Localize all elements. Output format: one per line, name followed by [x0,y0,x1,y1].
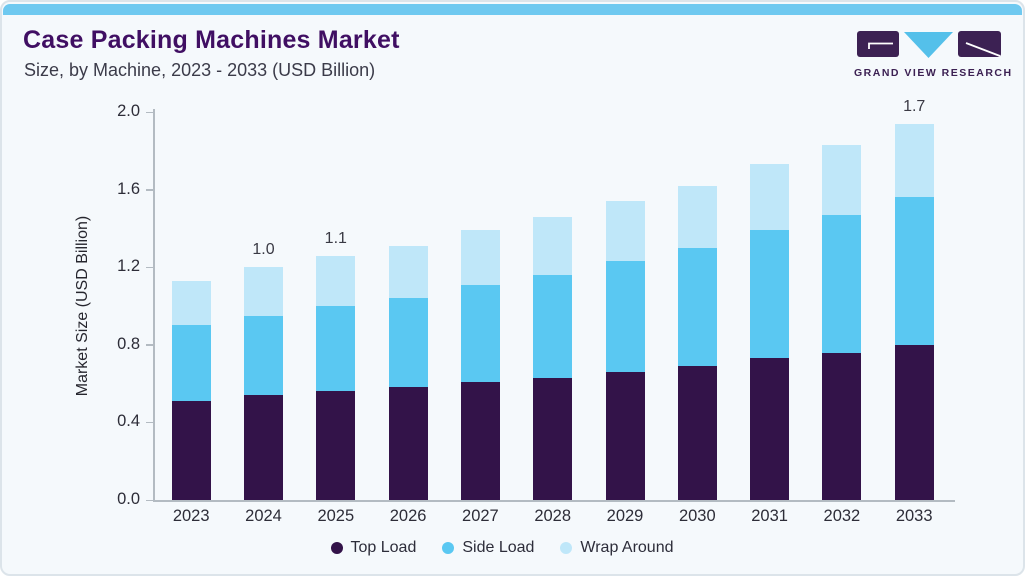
bar-2032 [822,144,862,500]
bar-2028 [533,216,573,500]
bar-segment-wrap-around [677,185,717,248]
bar-segment-top-load [750,358,790,500]
y-tick-label: 0.0 [117,490,140,508]
bar-segment-side-load [244,315,283,396]
bar-2024 [244,267,283,500]
y-tick-mark [146,111,154,113]
legend-label: Wrap Around [580,539,674,556]
x-tick-label: 2031 [751,507,788,525]
bar-segment-wrap-around [244,267,283,316]
bar-segment-top-load [822,352,862,500]
y-axis-line [153,109,155,500]
y-tick-mark [146,344,154,346]
bar-segment-side-load [822,214,862,353]
x-tick-label: 2032 [823,507,861,525]
bar-segment-top-load [388,387,428,500]
logo-caption: GRAND VIEW RESEARCH [854,67,1013,79]
bar-segment-side-load [460,284,500,382]
gvr-logo-icon [857,31,1001,58]
bar-segment-side-load [894,197,934,345]
bar-segment-wrap-around [605,201,645,262]
y-tick-mark [146,421,154,424]
bar-segment-wrap-around [316,255,356,306]
page-subtitle: Size, by Machine, 2023 - 2033 (USD Billi… [24,60,376,80]
x-tick-label: 2023 [172,507,210,525]
x-tick-label: 2027 [462,507,499,525]
bar-segment-wrap-around [460,230,500,285]
bar-segment-side-load [388,298,428,388]
legend-swatch-icon [560,542,573,554]
page-title: Case Packing Machines Market [23,26,400,54]
x-tick-label: 2026 [389,507,427,525]
bar-2025 [316,255,356,500]
bar-segment-top-load [533,377,573,500]
x-tick-label: 2028 [534,507,572,525]
bar-segment-wrap-around [894,123,934,198]
y-tick-mark [146,266,154,269]
y-tick-label: 0.4 [117,412,140,431]
legend-item-top-load: Top Load [330,539,417,557]
bar-2027 [460,230,500,500]
bar-segment-side-load [677,247,717,367]
x-axis-line [153,500,955,502]
bar-segment-wrap-around [750,164,790,231]
y-tick-label: 1.6 [117,179,140,198]
bar-2023 [171,280,211,500]
x-tick-label: 2029 [606,507,644,525]
y-tick-mark [146,499,154,501]
bar-segment-top-load [316,391,356,500]
bar-segment-top-load [171,401,211,500]
bar-segment-top-load [244,395,283,500]
bar-value-label: 1.7 [903,97,926,115]
x-tick-label: 2025 [317,507,355,525]
bar-value-label: 1.1 [324,229,347,247]
x-tick-label: 2033 [895,507,933,525]
bar-segment-top-load [605,371,645,500]
bar-2033 [894,123,934,500]
x-tick-label: 2024 [245,507,282,525]
y-axis-title: Market Size (USD Billion) [74,215,91,397]
bar-segment-top-load [677,366,717,500]
bar-segment-side-load [605,261,645,372]
bar-value-label: 1.0 [252,241,275,259]
bar-2026 [388,245,428,500]
bar-segment-side-load [750,230,790,359]
legend-label: Side Load [462,539,535,556]
bar-segment-side-load [171,325,211,402]
y-tick-label: 2.0 [117,102,140,120]
legend-label: Top Load [350,539,417,556]
bar-segment-top-load [894,344,934,500]
top-accent-bar [3,4,1022,15]
legend-item-wrap-around: Wrap Around [560,539,674,557]
y-tick-label: 0.8 [117,334,140,353]
bar-2031 [750,164,790,500]
bar-segment-wrap-around [822,144,862,215]
bar-segment-wrap-around [533,216,573,275]
bar-2029 [605,201,645,500]
bar-segment-side-load [316,306,356,392]
legend-swatch-icon [330,542,343,554]
bar-2030 [677,185,717,500]
legend-swatch-icon [442,542,455,554]
bar-segment-wrap-around [388,245,428,299]
grand-view-research-logo: GRAND VIEW RESEARCH [854,30,1013,79]
bar-segment-side-load [533,274,573,378]
y-tick-label: 1.2 [117,257,140,276]
bar-segment-top-load [460,381,500,500]
chart-legend: Top Load Side Load Wrap Around [2,539,1002,557]
x-tick-label: 2030 [678,507,716,525]
y-tick-mark [146,189,154,191]
bar-segment-wrap-around [171,280,211,326]
legend-item-side-load: Side Load [442,539,534,557]
